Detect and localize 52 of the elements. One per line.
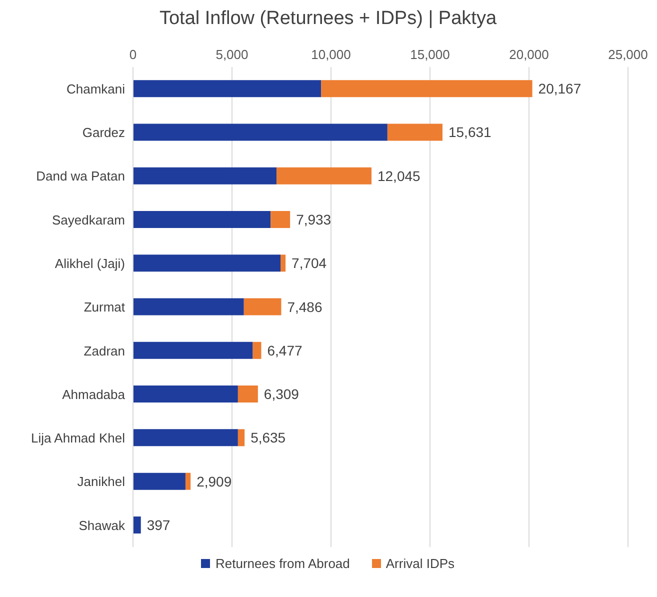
y-tick-label: Zadran [84,343,125,358]
y-tick-label: Janikhel [77,474,126,490]
bar [276,167,372,184]
y-tick-label: Dand wa Patan [36,168,125,184]
y-tick-label: Lija Ahmad Khel [31,430,126,446]
bar [238,429,245,446]
total-label: 15,631 [448,124,492,140]
x-tick-label: 25,000 [608,47,648,62]
total-label: 12,045 [377,168,421,184]
chart-title: Total Inflow (Returnees + IDPs) | Paktya [158,8,498,30]
bar [133,429,238,446]
y-tick-label: Gardez [82,125,125,140]
bar [133,472,186,490]
bar [185,472,191,490]
total-label: 7,704 [292,255,327,272]
y-tick-label: Alikhel (Jaji) [54,256,125,271]
y-tick-label: Zurmat [84,300,126,315]
y-tick-label: Ahmadaba [62,386,126,402]
legend-label: Arrival IDPs [384,556,455,571]
bar [133,254,281,272]
bar [133,386,238,403]
bar [133,298,244,316]
total-label: 7,933 [296,212,332,228]
total-label: 20,167 [538,80,582,97]
x-tick-label: 5,000 [216,47,248,62]
bar [133,167,277,184]
y-tick-label: Shawak [78,518,126,533]
bar [270,211,290,228]
total-label: 6,477 [267,342,302,358]
bar [133,211,271,228]
y-tick-label: Chamkani [66,81,126,96]
x-tick-label: 20,000 [509,47,549,62]
x-tick-label: 10,000 [311,47,351,62]
total-label: 397 [146,516,170,533]
total-label: 5,635 [250,430,286,446]
bar [133,342,253,359]
bar [133,516,141,534]
total-label: 6,309 [264,386,300,402]
total-label: 2,909 [196,473,232,490]
bar [133,80,322,98]
bar [252,342,262,359]
legend-label: Returnees from Abroad [214,556,350,571]
x-tick-label: 15,000 [410,47,450,62]
bar [280,254,286,272]
y-tick-label: Sayedkaram [52,212,125,228]
bar [133,124,388,141]
x-tick-label: 0 [129,47,137,62]
bar [244,298,282,316]
bar [321,80,532,98]
bar [387,124,442,141]
bar [238,386,258,403]
total-label: 7,486 [287,298,322,315]
